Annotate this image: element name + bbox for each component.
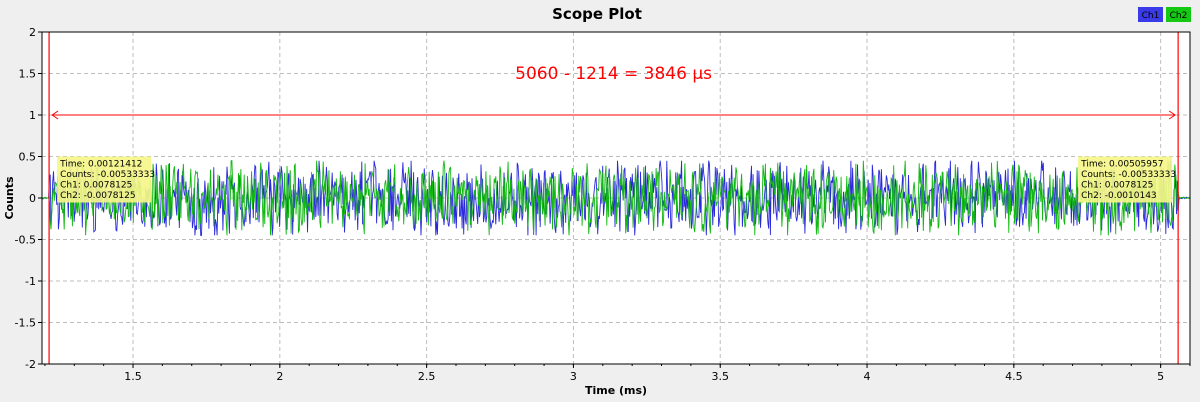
- delta-arrow-head-left: [51, 110, 59, 120]
- y-axis-label: Counts: [3, 176, 16, 220]
- legend-swatch-ch1[interactable]: [1138, 7, 1163, 22]
- x-tick-label: 3.5: [711, 370, 729, 383]
- delta-arrow-head-right: [1168, 110, 1177, 120]
- x-tick-label: 2: [276, 370, 283, 383]
- y-tick-label: -2: [25, 358, 36, 371]
- y-tick-label: 2: [29, 26, 36, 39]
- marker-tooltip-line: Counts: -0.00533333: [60, 170, 155, 180]
- x-tick-label: 4: [864, 370, 871, 383]
- y-tick-label: 0.5: [19, 151, 37, 164]
- legend[interactable]: Ch1 Ch2: [1138, 7, 1191, 22]
- x-axis-label: Time (ms): [585, 384, 647, 397]
- marker-tooltip-line: Time: 0.00121412: [59, 160, 142, 170]
- marker-tooltip-line: Ch2: -0.0078125: [60, 191, 136, 201]
- y-tick-label: -1.5: [15, 317, 36, 330]
- marker-tooltip-2: [1078, 156, 1173, 203]
- x-tick-label: 3: [570, 370, 577, 383]
- series-ch2-line: [41, 160, 1190, 236]
- y-tick-label: -0.5: [15, 234, 36, 247]
- plot-frame: [41, 31, 1191, 365]
- x-tick-label: 1.5: [124, 370, 142, 383]
- y-tick-label: 0: [29, 192, 36, 205]
- delta-label: 5060 - 1214 = 3846 µs: [515, 64, 712, 84]
- legend-label-ch2: Ch2: [1170, 11, 1188, 21]
- marker-tooltip-line: Ch1: 0.0078125: [1081, 181, 1153, 191]
- legend-swatch-ch2[interactable]: [1166, 7, 1191, 22]
- x-tick-label: 2.5: [418, 370, 436, 383]
- series-layer: [41, 160, 1190, 236]
- marker-tooltip-line: Ch2: -0.0010143: [1081, 191, 1157, 201]
- x-tick-label: 4.5: [1005, 370, 1023, 383]
- axes: 1.5 2 2.5 3 3.5 4 4.5 5 2 1.5 1 0.5 0 -0.5 -1 -1.5 -2: [15, 26, 1191, 383]
- legend-label-ch1: Ch1: [1142, 11, 1160, 21]
- marker-tooltip-line: Time: 0.00505957: [1080, 160, 1163, 170]
- y-tick-label: 1.5: [19, 68, 37, 81]
- marker-tooltip-line: Counts: -0.00533333: [1081, 170, 1176, 180]
- y-tick-label: -1: [25, 275, 36, 288]
- y-tick-label: 1: [29, 109, 36, 122]
- marker-tooltip-line: Ch1: 0.0078125: [60, 181, 132, 191]
- x-tick-label: 5: [1157, 370, 1164, 383]
- chart-title: Scope Plot: [552, 5, 642, 23]
- marker-tooltip-1: [57, 156, 152, 203]
